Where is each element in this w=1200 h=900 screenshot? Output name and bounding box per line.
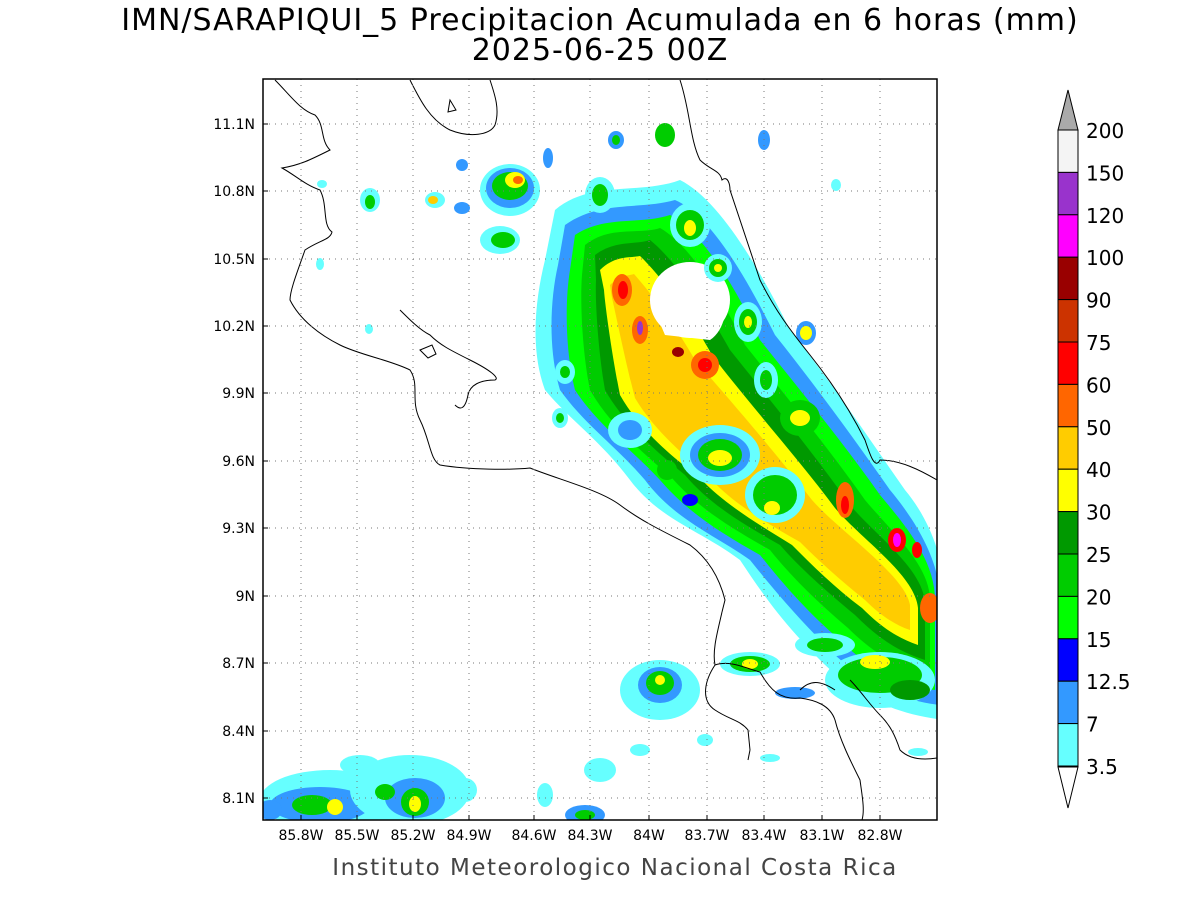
coastline [274, 79, 937, 820]
colorbar-segment [1057, 595, 1079, 640]
colorbar-segment [1057, 383, 1079, 428]
colorbar-segment [1057, 129, 1079, 173]
map-grid [263, 79, 937, 820]
colorbar-label: 40 [1086, 458, 1111, 482]
colorbar-label: 25 [1086, 543, 1111, 567]
precip-cells-central [552, 360, 805, 523]
colorbar-label: 7 [1086, 713, 1099, 737]
lon-label: 84W [633, 828, 665, 844]
colorbar-segment [1057, 341, 1079, 385]
colorbar-label: 150 [1086, 161, 1124, 185]
colorbar-segment [1057, 680, 1079, 725]
lat-label: 8.4N [222, 724, 255, 740]
colorbar-segment [1057, 638, 1079, 682]
lat-label: 11.1N [213, 117, 255, 133]
lon-label: 84.6W [511, 828, 556, 844]
lat-label: 9N [236, 589, 255, 605]
precip-cells-east [734, 302, 820, 436]
lon-label: 84.9W [446, 828, 491, 844]
map-title: IMN/SARAPIQUI_5 Precipitacion Acumulada … [121, 3, 1079, 38]
colorbar-over-arrow [1057, 89, 1079, 131]
lat-label: 8.1N [222, 791, 255, 807]
colorbar-label: 60 [1086, 373, 1111, 397]
colorbar-label: 12.5 [1086, 670, 1131, 694]
lat-label: 10.8N [213, 184, 255, 200]
colorbar-segments [1057, 129, 1079, 767]
colorbar-segment [1057, 723, 1079, 767]
colorbar-label: 100 [1086, 246, 1124, 270]
precip-cores [612, 274, 937, 623]
colorbar-segment [1057, 511, 1079, 555]
colorbar-segment [1057, 426, 1079, 470]
map-datetime: 2025-06-25 00Z [471, 33, 729, 68]
lat-label: 10.5N [213, 252, 255, 268]
precip-cells-north [316, 123, 841, 334]
lat-label: 10.2N [213, 319, 255, 335]
colorbar-segment [1057, 468, 1079, 513]
lon-label: 84.3W [567, 828, 612, 844]
lon-label: 85.5W [334, 828, 379, 844]
lat-label: 9.6N [222, 454, 255, 470]
lon-label: 85.8W [278, 828, 323, 844]
lon-label: 83.4W [741, 828, 786, 844]
lat-label: 9.9N [222, 386, 255, 402]
colorbar-label: 15 [1086, 628, 1111, 652]
colorbar-label: 75 [1086, 331, 1111, 355]
precip-cells-south [537, 633, 935, 820]
colorbar-segment [1057, 256, 1079, 301]
footer-credit: Instituto Meteorologico Nacional Costa R… [332, 855, 898, 881]
lon-label: 83.1W [799, 828, 844, 844]
latitude-labels: 11.1N 10.8N 10.5N 10.2N 9.9N 9.6N 9.3N 9… [213, 117, 255, 807]
lat-label: 9.3N [222, 521, 255, 537]
colorbar-label: 30 [1086, 501, 1111, 525]
lon-label: 82.8W [857, 828, 902, 844]
precipitation-field [263, 123, 937, 820]
colorbar-label: 200 [1086, 119, 1124, 143]
colorbar-label: 50 [1086, 416, 1111, 440]
colorbar-under-arrow [1057, 766, 1079, 809]
colorbar-segment [1057, 553, 1079, 597]
colorbar-label: 3.5 [1086, 755, 1118, 779]
longitude-labels: 85.8W 85.5W 85.2W 84.9W 84.6W 84.3W 84W … [278, 828, 902, 844]
lon-label: 83.7W [684, 828, 729, 844]
colorbar-labels: 200 150 120 100 90 75 60 50 40 30 25 20 15 12.5 7 3.5 [1086, 119, 1131, 779]
axis-ticks [263, 123, 881, 820]
precip-cells-southwest [263, 755, 477, 820]
colorbar-label: 20 [1086, 585, 1111, 609]
colorbar-segment [1057, 299, 1079, 343]
lon-label: 85.2W [390, 828, 435, 844]
map-frame [262, 78, 938, 821]
colorbar-segment [1057, 171, 1079, 216]
colorbar: 200 150 120 100 90 75 60 50 40 30 25 20 15 12.5 7 3.5 [1057, 89, 1131, 809]
colorbar-label: 120 [1086, 204, 1124, 228]
colorbar-label: 90 [1086, 289, 1111, 313]
lat-label: 8.7N [222, 656, 255, 672]
colorbar-segment [1057, 214, 1079, 258]
